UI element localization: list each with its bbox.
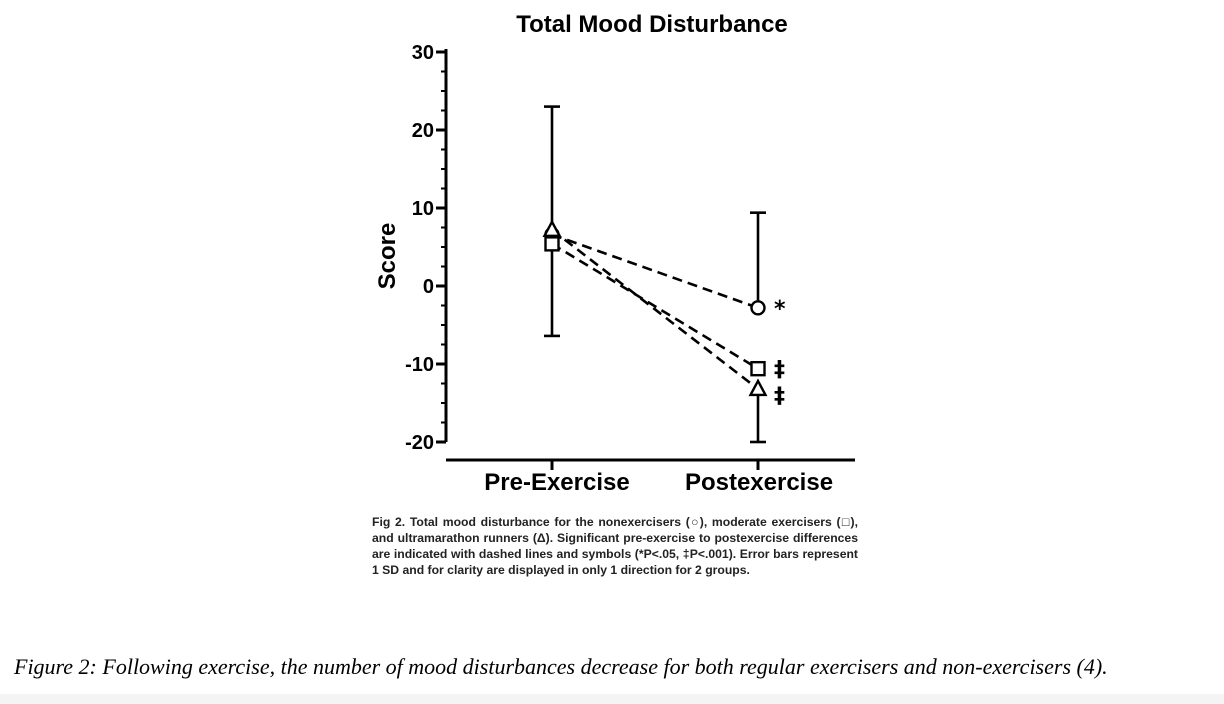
triangle-marker [748,378,768,397]
x-tick-label: Pre-Exercise [484,469,629,496]
y-tick-label: -10 [405,354,434,376]
data-marks: * ‡‡ [542,105,786,444]
significance-mark: ‡ [774,384,785,409]
significance-mark: * [774,297,786,322]
y-tick-label: 30 [412,42,434,64]
y-tick-label: 10 [412,198,434,220]
series-line-circle [551,233,759,310]
chart: Total Mood Disturbance Score 30 20 10 0 -10 -… [374,11,855,496]
bottom-band [0,694,1224,704]
y-tick-label: 20 [412,120,434,142]
significance-mark: ‡ [774,358,785,383]
y-tick-label: -20 [405,432,434,454]
y-tick-label: 0 [423,276,434,298]
axes: 30 20 10 0 -10 -20 Pre-Exercise Postexercise [405,42,855,496]
y-axis-title: Score [374,223,401,290]
chart-title: Total Mood Disturbance [516,11,788,38]
figure-caption: Figure 2: Following exercise, the number… [14,654,1108,679]
x-tick-label: Postexercise [685,469,833,496]
triangle-marker [542,219,562,238]
square-marker [544,236,560,252]
square-marker [750,360,766,377]
figure-inner-caption: Fig 2. Total mood disturbance for the no… [372,515,858,577]
series-line-square [551,242,759,370]
series-line-triangle [551,228,759,390]
circle-marker [750,300,766,316]
